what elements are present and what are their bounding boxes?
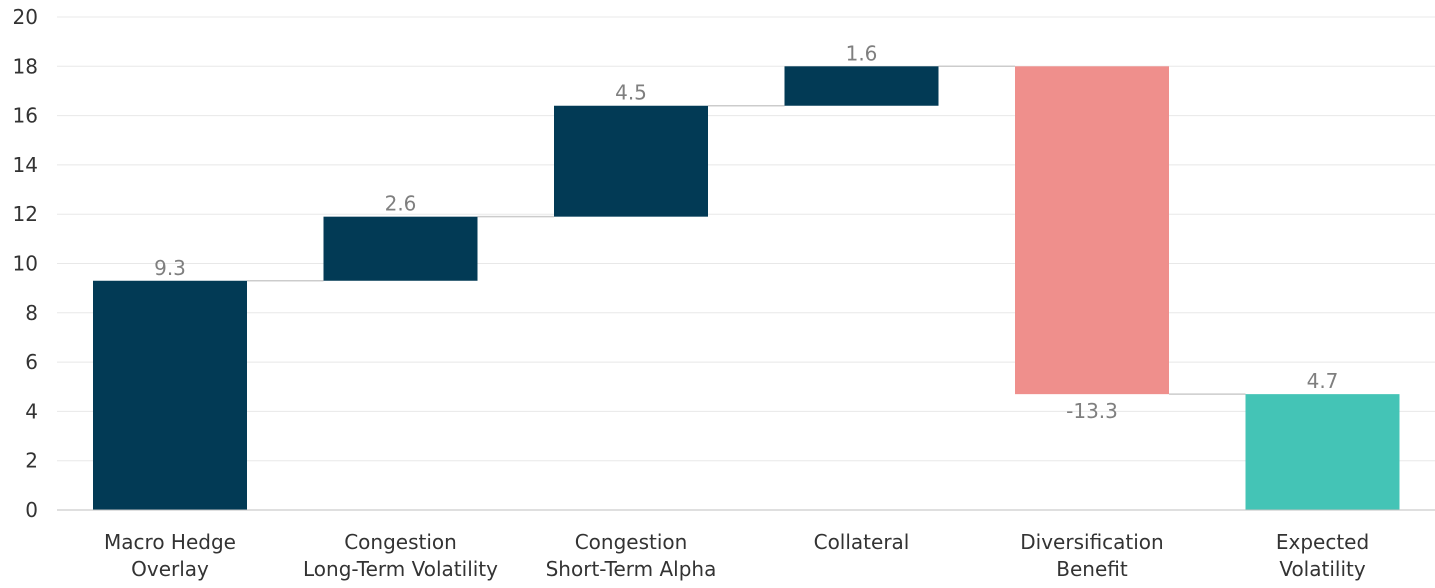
y-tick-label: 14	[13, 153, 38, 177]
x-category-label: Expected Volatility	[1276, 530, 1369, 581]
y-tick-label: 8	[25, 301, 38, 325]
data-label: -13.3	[1066, 399, 1118, 423]
y-tick-label: 12	[13, 202, 38, 226]
y-tick-label: 0	[25, 498, 38, 522]
waterfall-bar-2	[323, 216, 478, 281]
x-category-label: Diversification Benefit	[1020, 530, 1163, 581]
y-tick-label: 10	[13, 252, 38, 276]
x-axis-categories: Macro Hedge Overlay Congestion Long-Term Vo…	[104, 530, 1369, 581]
y-tick-label: 4	[25, 399, 38, 423]
y-tick-label: 16	[13, 104, 38, 128]
y-axis-ticks: 0 2 4 6 8 10 12 14 16 18 20	[13, 5, 38, 522]
data-label: 4.5	[615, 81, 647, 105]
gridlines	[57, 16, 1435, 462]
x-category-label: Congestion Short-Term Alpha	[546, 530, 717, 581]
waterfall-bar-5	[1015, 66, 1169, 395]
bars	[93, 66, 1400, 510]
data-label: 4.7	[1307, 369, 1339, 393]
y-tick-label: 6	[25, 350, 38, 374]
connectors	[247, 65, 1246, 395]
waterfall-bar-6	[1245, 394, 1400, 510]
y-tick-label: 18	[13, 54, 38, 78]
waterfall-bar-3	[554, 105, 708, 217]
data-label: 1.6	[846, 41, 878, 65]
waterfall-bar-1	[93, 280, 247, 510]
x-category-label: Collateral	[814, 530, 910, 554]
data-labels: 9.3 2.6 4.5 1.6 -13.3 4.7	[154, 41, 1338, 423]
x-category-label: Congestion Long-Term Volatility	[303, 530, 498, 581]
x-category-label: Macro Hedge Overlay	[104, 530, 236, 581]
y-tick-label: 2	[25, 449, 38, 473]
data-label: 9.3	[154, 256, 186, 280]
data-label: 2.6	[385, 192, 417, 216]
y-tick-label: 20	[13, 5, 38, 29]
waterfall-bar-4	[784, 66, 939, 106]
